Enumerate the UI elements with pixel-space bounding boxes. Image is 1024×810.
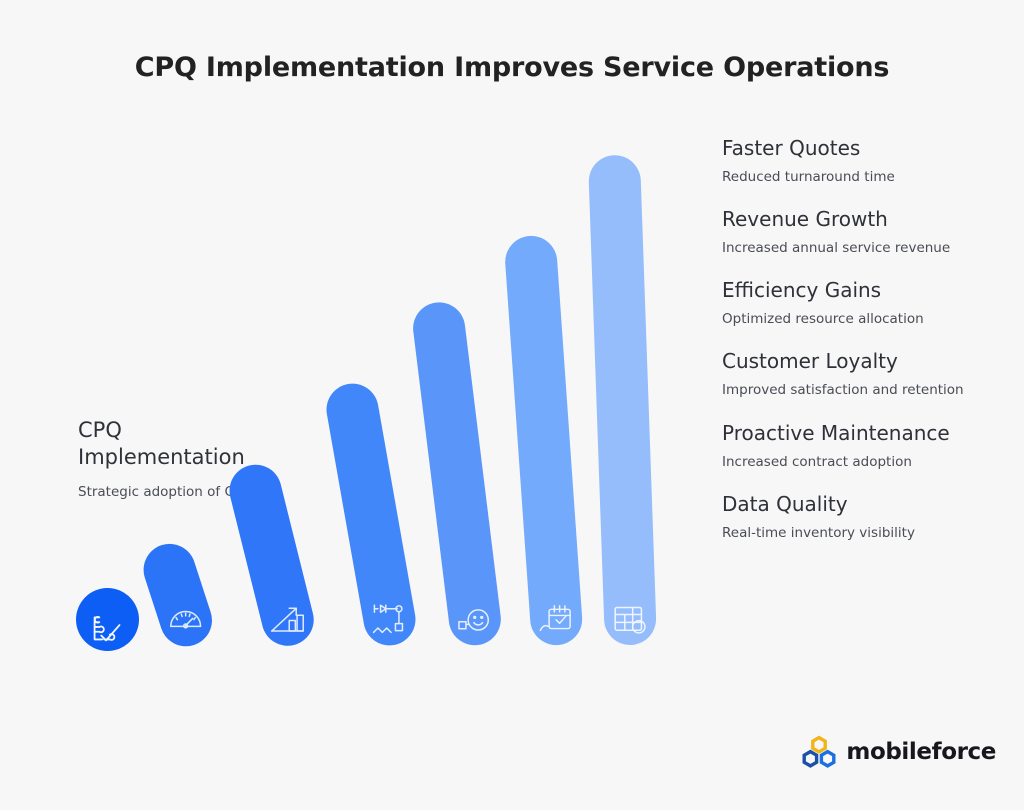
benefit-subtitle: Optimized resource allocation — [722, 311, 924, 328]
calendar-icon — [539, 605, 571, 632]
growth-chart-icon — [270, 607, 304, 632]
puzzle-check-icon — [93, 616, 120, 642]
speedometer-icon — [170, 610, 202, 629]
chart-bar — [503, 234, 584, 647]
benefit-item: Data Quality Real-time inventory visibili… — [722, 492, 1012, 543]
page-title: CPQ Implementation Improves Service Oper… — [134, 52, 890, 83]
benefit-subtitle: Increased annual service revenue — [722, 240, 951, 257]
chart-bar — [410, 299, 504, 649]
chart-bar — [322, 379, 420, 650]
benefit-title: Faster Quotes — [722, 136, 861, 160]
benefit-subtitle: Reduced turnaround time — [722, 169, 895, 185]
origin-label-block: CPQ Implementation Strategic adoption of… — [78, 417, 278, 502]
chart-bar — [224, 459, 320, 652]
benefit-item: Proactive Maintenance Increased contract … — [722, 421, 1012, 472]
benefit-item: Efficiency Gains Optimized resource alloc… — [722, 278, 1012, 329]
benefit-title: Data Quality — [722, 491, 848, 516]
benefit-title: Efficiency Gains — [722, 278, 882, 303]
smiley-face-icon — [458, 609, 490, 631]
benefit-subtitle: Real-time inventory visibility — [722, 524, 915, 541]
benefit-subtitle: Improved satisfaction and retention — [722, 382, 964, 399]
benefits-list: Faster Quotes Reduced turnaround time Reve… — [722, 136, 1012, 543]
data-table-icon — [614, 606, 646, 634]
benefit-title: Revenue Growth — [722, 207, 888, 232]
benefit-title: Customer Loyalty — [722, 349, 898, 374]
brand-logo[interactable]: mobileforce — [801, 735, 996, 768]
benefit-item: Revenue Growth Increased annual service r… — [722, 207, 1012, 258]
robot-arm-icon — [372, 604, 404, 634]
origin-label-subtitle: Strategic adoption of CPQ — [78, 483, 253, 500]
chart-bar — [136, 537, 219, 654]
origin-label-title: CPQ Implementation — [78, 418, 245, 469]
bar-chart — [76, 154, 657, 654]
benefit-item: Customer Loyalty Improved satisfaction an… — [722, 349, 1012, 400]
benefit-item: Faster Quotes Reduced turnaround time — [722, 136, 1012, 187]
benefit-title: Proactive Maintenance — [722, 420, 950, 445]
origin-node — [76, 588, 139, 651]
hexagon-cluster-logo-icon — [802, 735, 836, 768]
logo-wordmark: mobileforce — [846, 738, 996, 765]
chart-bar — [587, 154, 657, 646]
benefit-subtitle: Increased contract adoption — [722, 453, 912, 470]
